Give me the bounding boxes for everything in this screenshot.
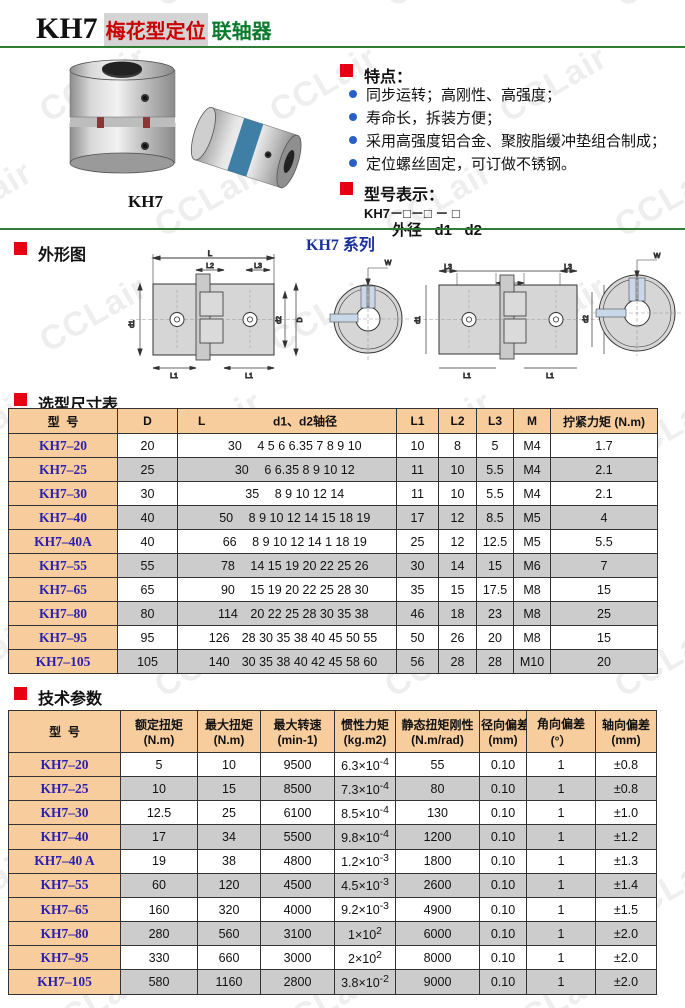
svg-text:d1: d1 xyxy=(129,320,136,328)
svg-text:L3: L3 xyxy=(444,264,452,271)
svg-text:L1: L1 xyxy=(245,373,253,380)
svg-text:L3: L3 xyxy=(254,263,262,270)
svg-text:W: W xyxy=(385,260,392,267)
svg-text:W: W xyxy=(654,253,661,260)
svg-text:d2: d2 xyxy=(276,316,283,324)
svg-text:d1: d1 xyxy=(415,316,422,324)
svg-text:d2: d2 xyxy=(583,315,590,323)
svg-text:L1: L1 xyxy=(463,373,471,380)
svg-text:L1: L1 xyxy=(170,373,178,380)
svg-text:L2: L2 xyxy=(206,263,214,270)
svg-text:L: L xyxy=(208,250,213,258)
svg-text:L3: L3 xyxy=(564,264,572,271)
svg-text:D: D xyxy=(297,317,304,322)
svg-text:L1: L1 xyxy=(546,373,554,380)
